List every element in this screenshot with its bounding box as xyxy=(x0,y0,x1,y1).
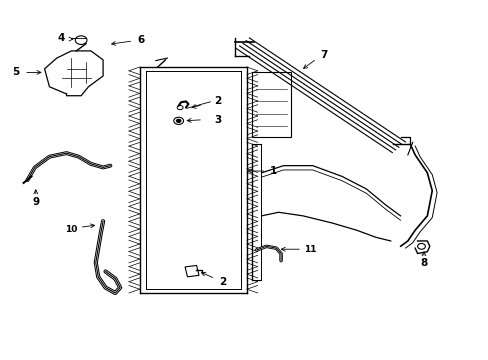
Text: 9: 9 xyxy=(32,197,40,207)
Text: 2: 2 xyxy=(219,277,226,287)
Text: 8: 8 xyxy=(420,258,427,268)
Text: 7: 7 xyxy=(319,50,326,60)
Bar xyxy=(251,72,290,137)
Text: 3: 3 xyxy=(214,115,221,125)
Text: 1: 1 xyxy=(269,166,277,176)
Polygon shape xyxy=(44,51,103,96)
Text: 11: 11 xyxy=(304,245,316,254)
Text: 5: 5 xyxy=(13,67,20,77)
Text: 10: 10 xyxy=(65,225,78,234)
Text: 6: 6 xyxy=(137,35,144,45)
Text: 4: 4 xyxy=(58,33,65,43)
Bar xyxy=(184,265,199,277)
Text: 2: 2 xyxy=(214,96,221,106)
Circle shape xyxy=(176,119,181,123)
